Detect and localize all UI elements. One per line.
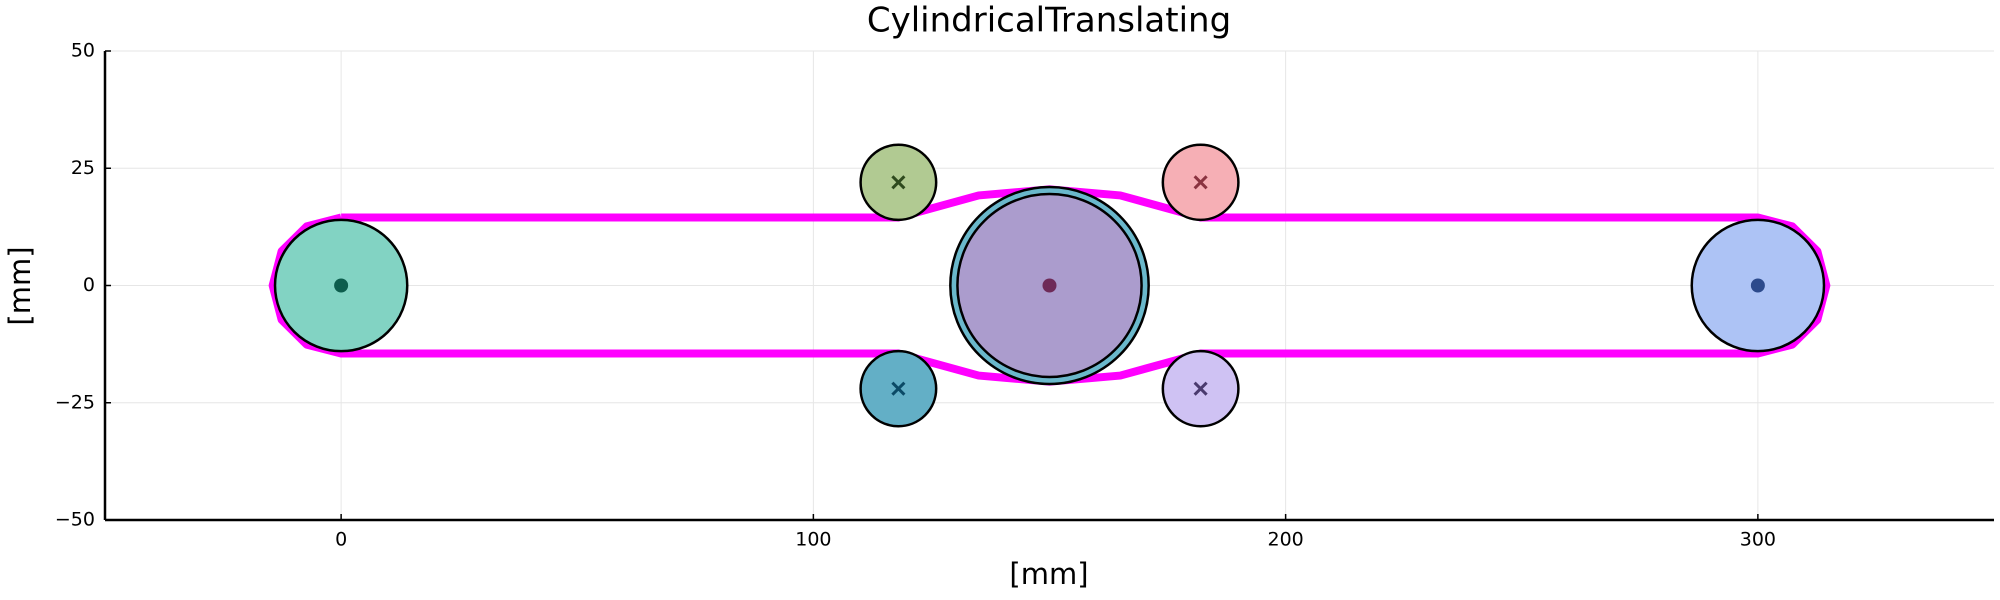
center-marker — [1193, 381, 1208, 396]
center-marker — [1042, 278, 1057, 293]
y-tick-label: −50 — [55, 509, 95, 531]
center-marker — [1193, 175, 1208, 190]
center-marker — [891, 175, 906, 190]
x-axis-label: [mm] — [1009, 557, 1088, 591]
x-tick-label: 0 — [335, 529, 347, 551]
center-marker — [1750, 278, 1765, 293]
belt — [268, 185, 1831, 386]
y-tick-label: 0 — [83, 274, 95, 296]
chart-title: CylindricalTranslating — [867, 1, 1231, 41]
y-tick-label: 25 — [71, 157, 95, 179]
center-marker — [891, 381, 906, 396]
y-tick-label: −25 — [55, 391, 95, 413]
y-tick-label: 50 — [71, 40, 95, 62]
y-axis-label: [mm] — [3, 246, 37, 325]
x-tick-label: 100 — [795, 529, 831, 551]
x-tick-label: 200 — [1267, 529, 1303, 551]
x-tick-label: 300 — [1740, 529, 1776, 551]
center-marker — [334, 278, 349, 293]
